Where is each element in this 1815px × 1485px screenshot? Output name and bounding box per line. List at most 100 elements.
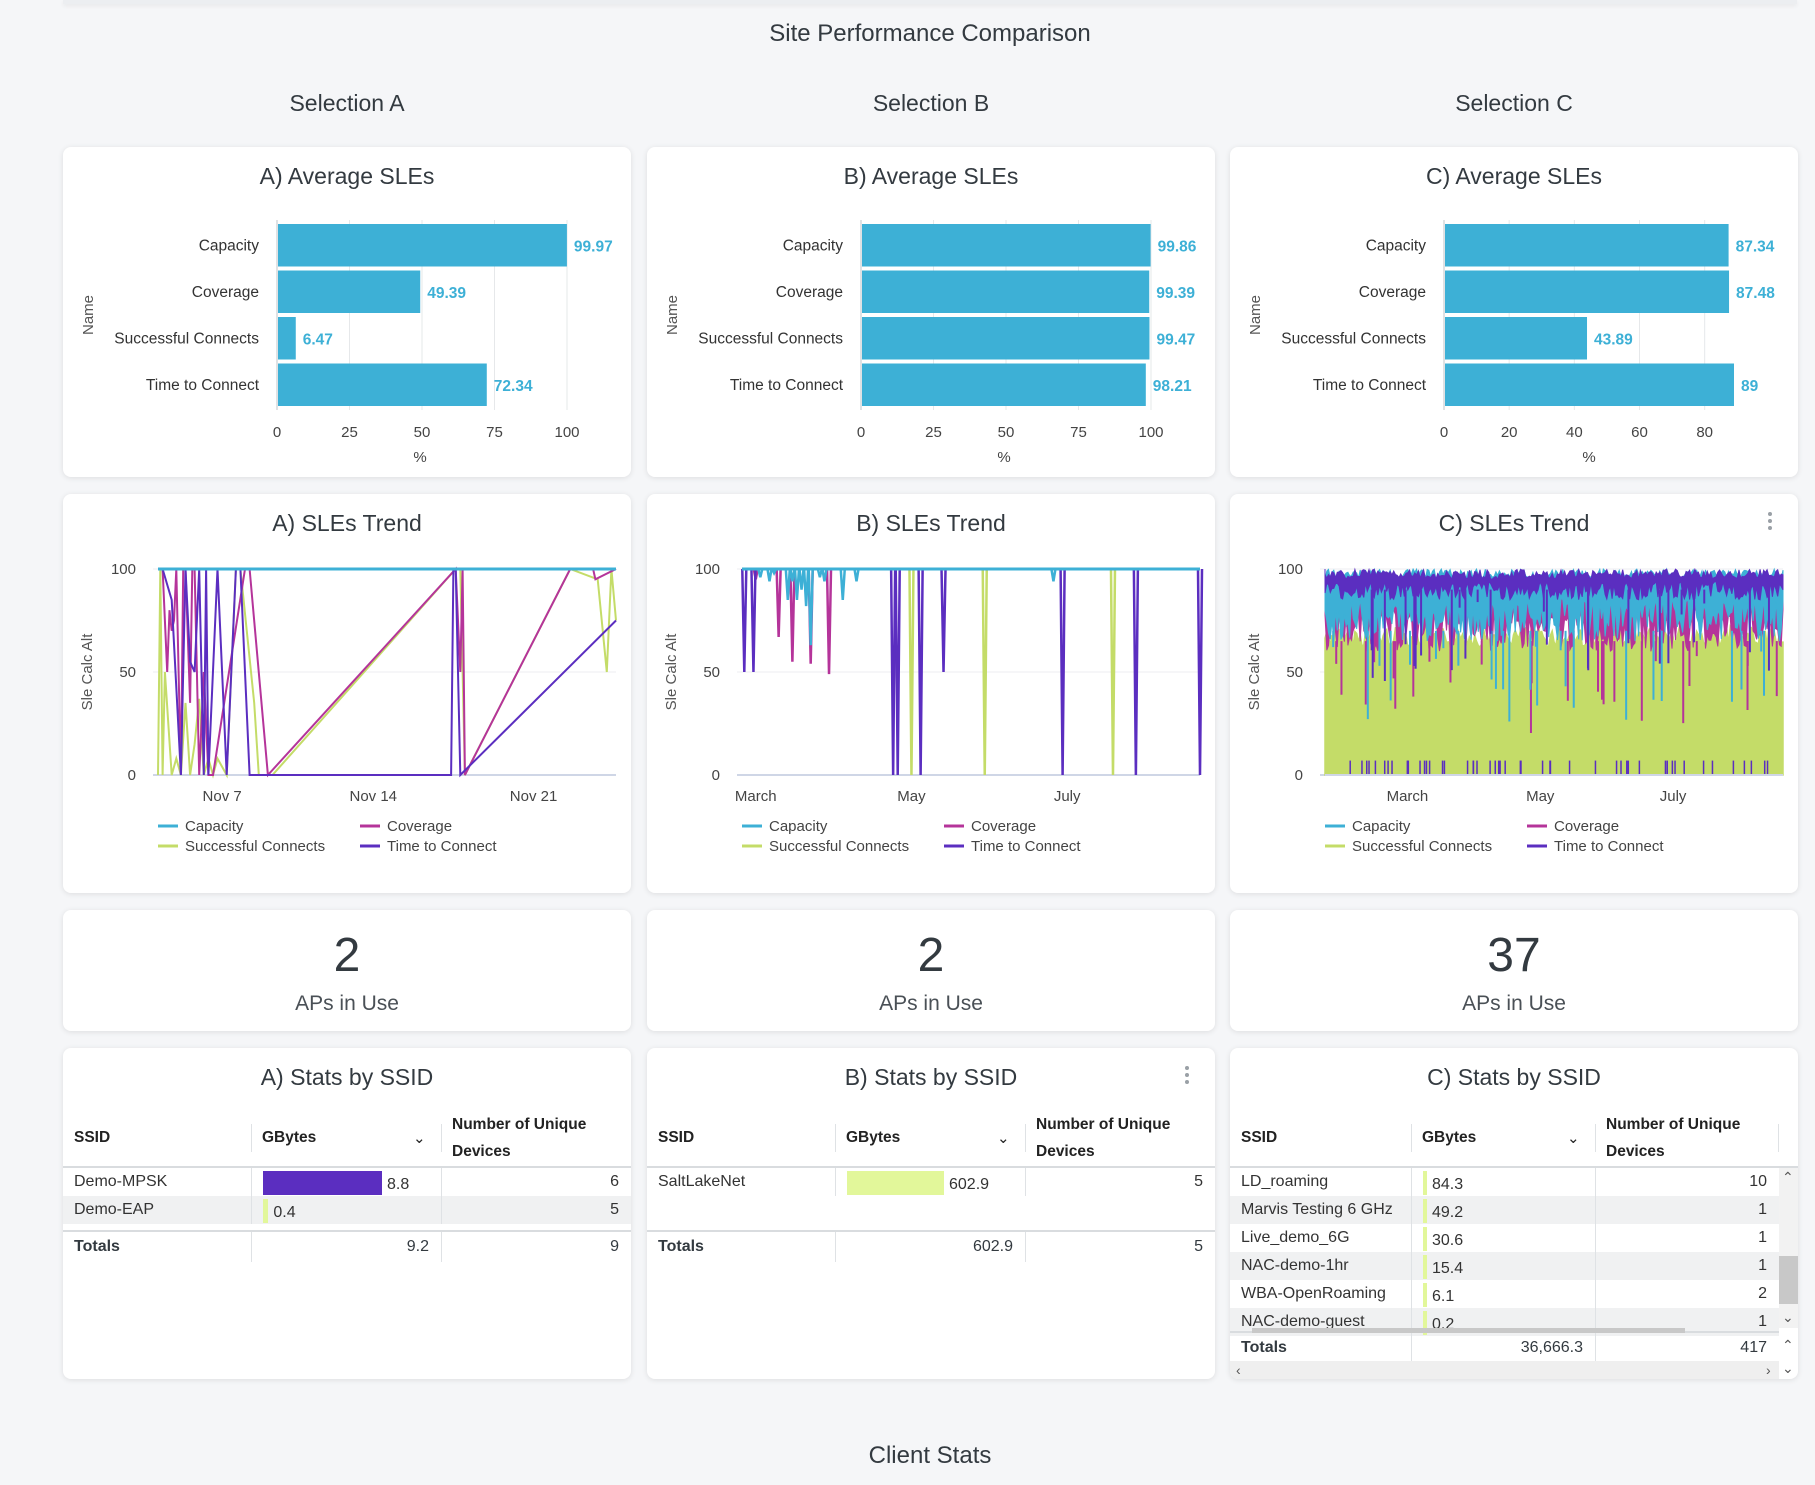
column-header-unique-devices[interactable]: Number of Unique Devices <box>452 1116 587 1160</box>
category-label: Capacity <box>783 237 844 254</box>
x-tick-label: 100 <box>554 424 579 441</box>
column-header-unique-devices[interactable]: Number of Unique Devices <box>1036 1116 1171 1160</box>
table-row[interactable]: NAC-demo-1hr 15.4 1 <box>1230 1252 1779 1280</box>
devices-cell: 5 <box>1194 1173 1203 1190</box>
column-header-ssid[interactable]: SSID <box>1241 1129 1278 1146</box>
column-separator <box>441 1196 442 1224</box>
column-separator <box>1411 1333 1412 1363</box>
sort-chevron-down-icon[interactable]: ⌄ <box>997 1130 1010 1147</box>
stats-by-ssid-card-b: B) Stats by SSID SSID GBytes ⌄ Number of Un… <box>647 1048 1215 1379</box>
horizontal-scrollbar[interactable] <box>1230 1361 1779 1379</box>
y-tick-label: 100 <box>695 561 720 578</box>
table-header: SSID GBytes ⌄ Number of Unique Devices <box>1230 1110 1798 1168</box>
vertical-scrollbar[interactable] <box>1779 1168 1798 1328</box>
scroll-right-icon[interactable]: › <box>1766 1362 1771 1378</box>
page-title: Site Performance Comparison <box>769 20 1091 47</box>
table-header: SSID GBytes ⌄ Number of Unique Devices <box>63 1110 631 1168</box>
column-separator <box>251 1168 252 1196</box>
table-row[interactable]: Demo-MPSK 8.8 6 <box>63 1168 631 1196</box>
column-header-gbytes[interactable]: GBytes <box>262 1129 317 1146</box>
totals-gbytes: 602.9 <box>972 1238 1013 1255</box>
column-header-ssid[interactable]: SSID <box>658 1129 695 1146</box>
top-panel-edge <box>63 0 1797 4</box>
ssid-cell: Demo-MPSK <box>74 1173 168 1190</box>
data-label: 98.21 <box>1153 378 1192 395</box>
table-row[interactable]: Marvis Testing 6 GHz 49.2 1 <box>1230 1196 1779 1224</box>
ssid-cell: NAC-demo-1hr <box>1241 1257 1349 1274</box>
column-separator <box>1025 1232 1026 1262</box>
category-label: Capacity <box>199 237 260 254</box>
sles-trend-chart-c: 0 50 100 March May July Sle Calc Alt Capacity Co… <box>1246 561 1784 855</box>
column-header-unique-devices[interactable]: Number of Unique Devices <box>1606 1116 1741 1160</box>
table-row[interactable]: Demo-EAP 0.4 5 <box>63 1196 631 1224</box>
totals-label: Totals <box>74 1238 120 1255</box>
card-title: C) Average SLEs <box>1425 163 1602 189</box>
totals-gbytes: 36,666.3 <box>1520 1339 1583 1356</box>
card-title: C) SLEs Trend <box>1438 510 1590 536</box>
scroll-down-icon[interactable]: ⌄ <box>1782 1360 1794 1376</box>
legend-label: Coverage <box>971 818 1036 835</box>
gbytes-bar <box>1423 1227 1427 1251</box>
totals-gbytes: 9.2 <box>406 1238 429 1255</box>
kpi-label: APs in Use <box>295 992 399 1015</box>
more-options-icon[interactable] <box>1768 512 1774 533</box>
series-spike-time-to-connect <box>750 568 757 673</box>
series-spike-time-to-connect <box>1196 568 1204 776</box>
series-spike-capacity <box>853 568 860 582</box>
more-options-icon[interactable] <box>1185 1066 1191 1087</box>
sles-trend-card-b: B) SLEs Trend 0 50 100 March May July Sle Calc… <box>647 494 1215 893</box>
devices-cell: 10 <box>1749 1173 1767 1190</box>
x-axis-title: % <box>997 449 1010 466</box>
bar <box>278 270 421 313</box>
aps-in-use-card-b: 2 APs in Use <box>647 910 1215 1031</box>
column-header-gbytes[interactable]: GBytes <box>1422 1129 1477 1146</box>
gbytes-bar <box>263 1199 269 1223</box>
table-row[interactable]: WBA-OpenRoaming 6.1 2 <box>1230 1280 1779 1308</box>
devices-cell: 1 <box>1758 1201 1767 1218</box>
x-tick-label: 20 <box>1501 424 1518 441</box>
scroll-left-icon[interactable]: ‹ <box>1236 1362 1241 1378</box>
bar <box>1445 317 1588 360</box>
legend-label: Time to Connect <box>1554 838 1664 855</box>
gbytes-cell: 602.9 <box>949 1176 990 1193</box>
column-separator <box>251 1196 252 1224</box>
sort-chevron-down-icon[interactable]: ⌄ <box>1567 1130 1580 1147</box>
column-separator <box>1595 1168 1596 1196</box>
plot-area <box>741 567 1204 776</box>
selection-b-heading: Selection B <box>872 90 990 116</box>
ssid-cell: Marvis Testing 6 GHz <box>1241 1201 1393 1218</box>
totals-devices: 417 <box>1740 1339 1767 1356</box>
sort-chevron-down-icon[interactable]: ⌄ <box>413 1130 426 1147</box>
card-title: C) Stats by SSID <box>1427 1064 1601 1090</box>
table-row[interactable]: LD_roaming 84.3 10 <box>1230 1168 1779 1196</box>
series-spike-time-to-connect <box>1132 568 1140 776</box>
kpi-value: 2 <box>917 929 945 982</box>
kpi-label: APs in Use <box>1462 992 1566 1015</box>
x-tick-label: 40 <box>1566 424 1583 441</box>
scroll-up-icon[interactable]: ⌃ <box>1782 1169 1794 1185</box>
ssid-cell: WBA-OpenRoaming <box>1241 1285 1386 1302</box>
totals-devices: 9 <box>610 1238 619 1255</box>
category-label: Time to Connect <box>1313 377 1427 394</box>
table-row[interactable]: Live_demo_6G 30.6 1 <box>1230 1224 1779 1252</box>
gbytes-bar <box>1423 1255 1427 1279</box>
vertical-scrollbar-thumb[interactable] <box>1779 1256 1798 1304</box>
y-tick-label: 0 <box>1295 767 1303 784</box>
table-totals-row: Totals 36,666.3 417 <box>1230 1331 1779 1363</box>
column-header-ssid[interactable]: SSID <box>74 1129 111 1146</box>
scroll-up-icon[interactable]: ⌃ <box>1782 1337 1794 1353</box>
kpi-value: 37 <box>1487 929 1541 982</box>
column-header-gbytes[interactable]: GBytes <box>846 1129 901 1146</box>
scroll-down-icon[interactable]: ⌄ <box>1782 1309 1794 1325</box>
gbytes-bar <box>1423 1283 1427 1307</box>
series-spike-capacity <box>816 568 824 578</box>
devices-cell: 2 <box>1758 1285 1767 1302</box>
column-separator <box>1778 1124 1779 1152</box>
bar <box>862 363 1146 406</box>
column-separator <box>251 1124 252 1152</box>
horizontal-scrollbar-thumb[interactable] <box>1252 1328 1685 1333</box>
table-row[interactable]: SaltLakeNet 602.9 5 <box>647 1168 1215 1196</box>
series-spike-successful-connects <box>981 568 988 776</box>
y-axis-title: Name <box>80 295 97 335</box>
avg-sles-card-b: B) Average SLEs 0 25 50 75 100 Capacity 99.86 C… <box>647 147 1215 477</box>
